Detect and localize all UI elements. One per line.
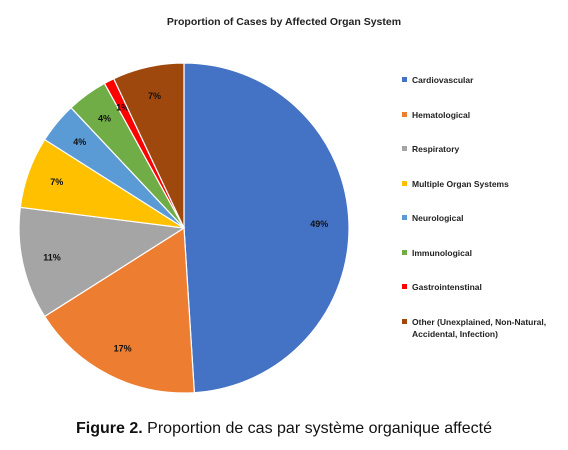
legend-swatch <box>402 249 407 255</box>
chart-title: Proportion of Cases by Affected Organ Sy… <box>166 16 402 28</box>
legend-swatch <box>402 180 407 186</box>
slice-label-multiple-organ-systems: 7% <box>50 177 63 187</box>
legend-swatch <box>402 146 407 151</box>
slice-label-neurological: 4% <box>73 137 86 147</box>
chart-figure: Proportion of Cases by Affected Organ Sy… <box>18 16 547 394</box>
slice-label-hematological: 17% <box>114 344 132 354</box>
slice-label-immunological: 4% <box>98 114 111 124</box>
pie-slice-hematological <box>43 226 195 394</box>
slice-label-other-unexplained-non-natural-accidental-infection: 7% <box>148 91 161 101</box>
legend-label: Multiple Organ Systems <box>412 178 509 189</box>
legend-label: Other (Unexplained, Non-Natural, Acciden… <box>412 316 547 339</box>
legend-swatch <box>402 215 407 220</box>
legend-label: Gastrointenstinal <box>412 282 482 292</box>
pie-chart: 49% 17% 11% 7% 4% 4% 1% 7% <box>18 62 350 394</box>
figure-label: Figure 2. <box>76 420 143 437</box>
slice-label-cardiovascular: 49% <box>310 219 328 229</box>
legend-label: Immunological <box>412 247 472 258</box>
legend-label: Respiratory <box>412 144 460 154</box>
legend-swatch <box>402 77 407 82</box>
legend-swatch <box>402 111 407 117</box>
legend-label: Neurological <box>412 213 464 223</box>
caption-text: Proportion de cas par système organique … <box>147 420 492 437</box>
legend-swatch <box>402 318 407 324</box>
pie-slice-respiratory <box>18 206 186 318</box>
pie-slice-cardiovascular <box>183 62 350 394</box>
slice-label-respiratory: 11% <box>43 253 61 263</box>
legend-swatch <box>402 284 407 289</box>
pie-slice-other-unexplained-non-natural-accidental-infection <box>112 62 185 229</box>
legend-label: Hematological <box>412 109 471 120</box>
figure-caption: Figure 2. Proportion de cas par système … <box>0 420 568 438</box>
legend-label: Cardiovascular <box>412 75 474 85</box>
slice-label-gastrointenstinal: 1% <box>116 102 129 112</box>
